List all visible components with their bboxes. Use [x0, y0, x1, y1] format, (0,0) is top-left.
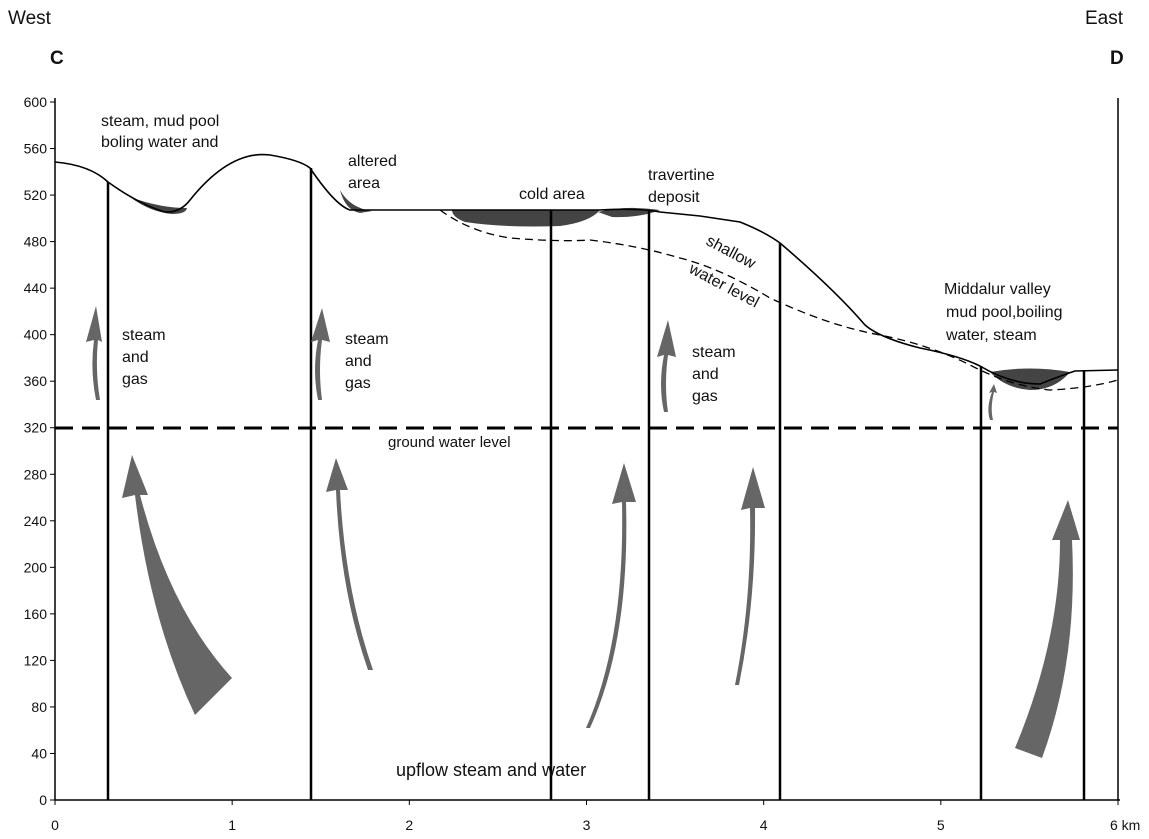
- west-label: West: [8, 8, 52, 29]
- y-tick-label: 360: [24, 373, 48, 389]
- label: upflow steam and water: [396, 760, 586, 780]
- label: steam: [122, 327, 166, 344]
- y-tick-label: 240: [24, 513, 48, 529]
- label: gas: [122, 371, 148, 388]
- y-tick-label: 0: [39, 792, 47, 808]
- x-tick-label: 0: [51, 817, 59, 833]
- y-tick-label: 560: [24, 141, 48, 157]
- arrow: [311, 308, 330, 400]
- y-tick-label: 280: [24, 466, 48, 482]
- deposit: [130, 197, 187, 214]
- cross-section: West East C D 04080120160200240280320360…: [0, 0, 1149, 839]
- label: steam, mud pool: [101, 113, 219, 130]
- east-label: East: [1085, 8, 1124, 29]
- y-tick-label: 400: [24, 327, 48, 343]
- arrow: [326, 458, 373, 670]
- x-tick-label: 1: [228, 817, 236, 833]
- label: gas: [345, 375, 371, 392]
- x-tick-label: 4: [760, 817, 768, 833]
- label: steam: [692, 344, 736, 361]
- y-tick-label: 80: [31, 699, 47, 715]
- label: mud pool,boiling: [946, 304, 1063, 321]
- arrow: [122, 455, 232, 715]
- y-tick-label: 200: [24, 559, 48, 575]
- label: boling water and: [101, 134, 218, 151]
- y-tick-label: 120: [24, 652, 48, 668]
- arrow: [657, 320, 676, 412]
- arrow: [735, 467, 765, 685]
- label: cold area: [519, 186, 585, 203]
- arrow: [988, 384, 997, 420]
- axes: 0408012016020024028032036040044048052056…: [24, 94, 1141, 833]
- arrow: [1015, 500, 1080, 758]
- label: Middalur valley: [944, 281, 1051, 298]
- label: area: [348, 175, 380, 192]
- point-d: D: [1110, 48, 1124, 69]
- y-tick-label: 440: [24, 280, 48, 296]
- deposit: [452, 210, 600, 227]
- y-tick-label: 600: [24, 94, 48, 110]
- y-tick-label: 160: [24, 606, 48, 622]
- label: steam: [345, 331, 389, 348]
- y-tick-label: 320: [24, 420, 48, 436]
- label: and: [345, 353, 372, 370]
- label: and: [692, 366, 719, 383]
- y-tick-label: 480: [24, 234, 48, 250]
- x-tick-label: 6 km: [1110, 817, 1140, 833]
- label: water, steam: [945, 327, 1037, 344]
- point-c: C: [50, 48, 64, 69]
- label: and: [122, 349, 149, 366]
- deposit: [990, 369, 1070, 391]
- y-tick-label: 520: [24, 187, 48, 203]
- label: travertine: [648, 167, 715, 184]
- arrow: [86, 306, 102, 400]
- x-tick-label: 3: [583, 817, 591, 833]
- y-tick-label: 40: [31, 745, 47, 761]
- arrow: [586, 463, 636, 728]
- deposits: [130, 190, 1070, 390]
- terrain-profile: [55, 155, 1118, 384]
- label: deposit: [648, 189, 700, 206]
- label: ground water level: [388, 434, 511, 451]
- label: gas: [692, 388, 718, 405]
- x-tick-label: 2: [405, 817, 413, 833]
- x-tick-label: 5: [937, 817, 945, 833]
- flow-arrows: [86, 306, 1080, 758]
- label: altered: [348, 153, 397, 170]
- label: shallow: [703, 233, 758, 273]
